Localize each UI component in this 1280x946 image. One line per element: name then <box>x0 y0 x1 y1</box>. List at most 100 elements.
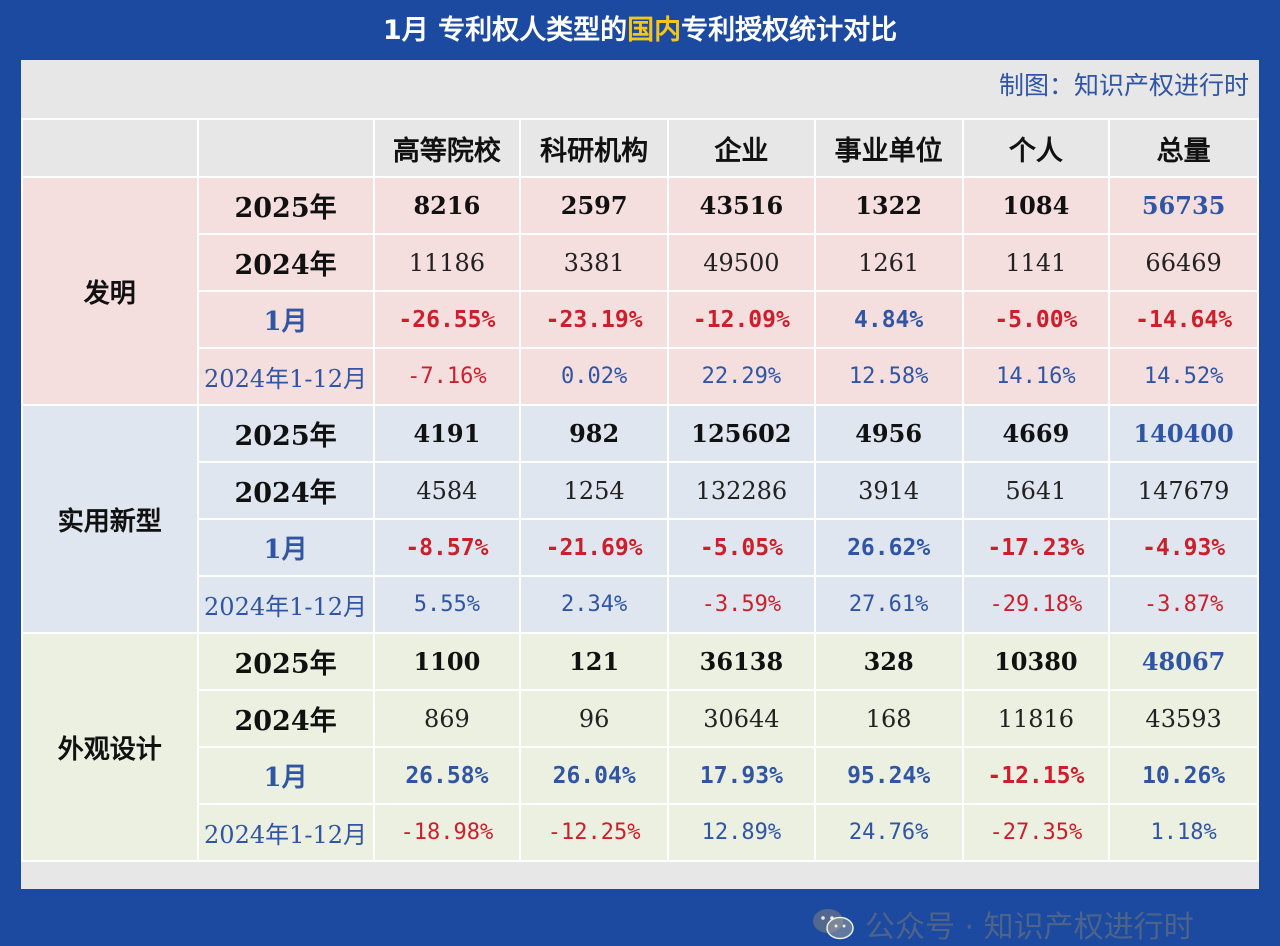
row-label: 2024年 <box>196 233 375 292</box>
value-cell: 1141 <box>961 233 1111 292</box>
row-label: 1月 <box>196 290 375 349</box>
column-header: 企业 <box>667 118 816 178</box>
value-cell: -12.15% <box>961 746 1111 805</box>
value-cell: -3.59% <box>667 575 816 634</box>
value-cell: -5.05% <box>667 518 816 577</box>
value-cell: -29.18% <box>961 575 1111 634</box>
value-cell: -7.16% <box>372 347 522 406</box>
table-row: 1月 26.58% 26.04% 17.93% 95.24% -12.15% 10.26% <box>22 746 1259 805</box>
value-cell: 2597 <box>519 176 670 235</box>
value-cell: 27.61% <box>813 575 964 634</box>
value-cell: 1254 <box>519 461 670 520</box>
value-cell: 328 <box>813 632 964 691</box>
row-label: 2024年1-12月 <box>196 803 375 862</box>
column-header: 事业单位 <box>813 118 964 178</box>
table-row: 2024年1-12月 -18.98% -12.25% 12.89% 24.76% -27.… <box>22 803 1259 862</box>
row-label: 2024年1-12月 <box>196 575 375 634</box>
value-cell: 0.02% <box>519 347 670 406</box>
value-cell: 2.34% <box>519 575 670 634</box>
value-cell: 4191 <box>372 404 522 463</box>
value-cell: 12.58% <box>813 347 964 406</box>
value-cell: -17.23% <box>961 518 1111 577</box>
value-cell: 4956 <box>813 404 964 463</box>
value-cell: -18.98% <box>372 803 522 862</box>
value-cell: -12.09% <box>667 290 816 349</box>
value-cell: -3.87% <box>1108 575 1259 634</box>
row-label: 1月 <box>196 746 375 805</box>
row-label: 2025年 <box>196 632 375 691</box>
value-cell: 22.29% <box>667 347 816 406</box>
table-row: 2024年 869 96 30644 168 11816 43593 <box>22 689 1259 748</box>
row-label: 2024年 <box>196 689 375 748</box>
value-cell: 36138 <box>667 632 816 691</box>
column-header: 科研机构 <box>519 118 670 178</box>
value-cell: 43593 <box>1108 689 1259 748</box>
value-cell: 1100 <box>372 632 522 691</box>
header-blank-cell <box>196 118 375 178</box>
value-cell: 869 <box>372 689 522 748</box>
value-cell: 1261 <box>813 233 964 292</box>
value-cell: 14.52% <box>1108 347 1259 406</box>
watermark-text: 公众号 · 知识产权进行时 <box>865 910 1194 945</box>
credit-text: 制图：知识产权进行时 <box>998 71 1249 100</box>
value-cell: 8216 <box>372 176 522 235</box>
header-row: 高等院校 科研机构 企业 事业单位 个人 总量 <box>21 118 1259 178</box>
value-cell: 26.58% <box>372 746 522 805</box>
value-cell: 26.04% <box>519 746 670 805</box>
table-row: 外观设计 2025年 1100 121 36138 328 10380 48067 <box>21 632 1259 862</box>
value-cell: 96 <box>519 689 670 748</box>
table-row: 2024年 11186 3381 49500 1261 1141 66469 <box>22 233 1259 292</box>
value-cell: 3914 <box>813 461 964 520</box>
chart-title: 1月 专利权人类型的国内专利授权统计对比 <box>0 0 1280 60</box>
value-cell: 4669 <box>961 404 1111 463</box>
value-cell: 11816 <box>961 689 1111 748</box>
table-row: 实用新型 2025年 4191 982 125602 4956 4669 140400 <box>21 404 1259 634</box>
value-cell: 1084 <box>961 176 1111 235</box>
value-cell: -5.00% <box>961 290 1111 349</box>
title-highlight: 国内 <box>627 15 682 46</box>
column-header: 个人 <box>961 118 1111 178</box>
title-suffix: 专利授权统计对比 <box>681 15 898 46</box>
value-cell: 4584 <box>372 461 522 520</box>
value-cell: 147679 <box>1108 461 1259 520</box>
value-cell: -26.55% <box>372 290 522 349</box>
value-cell: -12.25% <box>519 803 670 862</box>
stats-table: 高等院校 科研机构 企业 事业单位 个人 总量 发明 2025年 8216 2597 43516 13… <box>21 118 1259 862</box>
value-cell: 5.55% <box>372 575 522 634</box>
row-label: 2025年 <box>196 176 375 235</box>
value-cell: 26.62% <box>813 518 964 577</box>
table-row: 2024年1-12月 -7.16% 0.02% 22.29% 12.58% 14.16% 1… <box>22 347 1259 406</box>
value-cell: 132286 <box>667 461 816 520</box>
value-cell: -14.64% <box>1108 290 1259 349</box>
watermark: 公众号 · 知识产权进行时 <box>811 902 1194 946</box>
table-panel: 制图：知识产权进行时 高等院校 科研机构 企业 事业单位 个人 总量 发明 2025年 8216… <box>21 60 1259 945</box>
wechat-icon <box>813 909 854 940</box>
value-cell: 982 <box>519 404 670 463</box>
table-row: 1月 -26.55% -23.19% -12.09% 4.84% -5.00% -14.64… <box>22 290 1259 349</box>
category-label: 发明 <box>21 176 199 406</box>
row-label: 2025年 <box>196 404 375 463</box>
category-label: 实用新型 <box>21 404 199 634</box>
value-cell: 5641 <box>961 461 1111 520</box>
value-cell: 24.76% <box>813 803 964 862</box>
value-cell: -21.69% <box>519 518 670 577</box>
value-cell: 1.18% <box>1108 803 1259 862</box>
value-cell: 1322 <box>813 176 964 235</box>
title-prefix: 1月 专利权人类型的 <box>382 15 628 46</box>
value-cell: 11186 <box>372 233 522 292</box>
value-cell: 14.16% <box>961 347 1111 406</box>
value-cell: 140400 <box>1108 404 1259 463</box>
value-cell: -23.19% <box>519 290 670 349</box>
table-row: 1月 -8.57% -21.69% -5.05% 26.62% -17.23% -4.93% <box>22 518 1259 577</box>
value-cell: 121 <box>519 632 670 691</box>
value-cell: 43516 <box>667 176 816 235</box>
value-cell: 10380 <box>961 632 1111 691</box>
value-cell: 10.26% <box>1108 746 1259 805</box>
value-cell: 168 <box>813 689 964 748</box>
value-cell: 66469 <box>1108 233 1259 292</box>
value-cell: -8.57% <box>372 518 522 577</box>
value-cell: 17.93% <box>667 746 816 805</box>
table-row: 2024年 4584 1254 132286 3914 5641 147679 <box>22 461 1259 520</box>
column-header: 总量 <box>1108 118 1259 178</box>
value-cell: 12.89% <box>667 803 816 862</box>
